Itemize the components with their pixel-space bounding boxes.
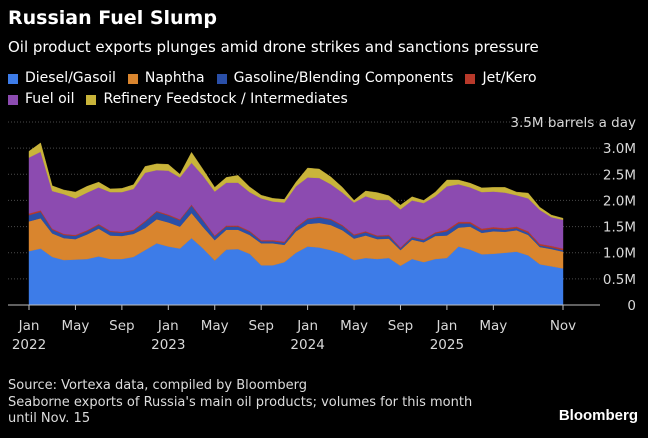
x-year-label: 2023 bbox=[151, 337, 185, 353]
y-axis: 0 0.5M 1.0M 1.5M 2.0M 2.5M 3.0M 3.5M barrels a … bbox=[510, 115, 636, 314]
y-tick-label: 2.5M bbox=[603, 167, 636, 183]
legend-swatch-fuel-oil bbox=[8, 94, 18, 105]
x-tick-label: Jan bbox=[18, 318, 40, 334]
y-tick-label: 1.0M bbox=[603, 246, 636, 262]
legend-swatch-jet bbox=[465, 73, 476, 84]
x-tick-label: Jan bbox=[296, 318, 318, 334]
chart-title: Russian Fuel Slump bbox=[8, 7, 217, 29]
legend-swatch-gasoline bbox=[216, 73, 227, 84]
stacked-area-chart: 0 0.5M 1.0M 1.5M 2.0M 2.5M 3.0M 3.5M barrels a … bbox=[8, 115, 636, 353]
legend-swatch-feedstock bbox=[86, 94, 97, 105]
area-refinery-feedstock-intermediates bbox=[28, 142, 564, 221]
legend-label-gasoline: Gasoline/Blending Components bbox=[233, 70, 454, 86]
legend-label-naphtha: Naphtha bbox=[144, 70, 205, 86]
y-tick-label: 3.5M barrels a day bbox=[510, 115, 636, 131]
legend-label-diesel: Diesel/Gasoil bbox=[25, 70, 116, 86]
x-year-label: 2025 bbox=[430, 337, 464, 353]
legend-item-gasoline: Gasoline/Blending Components bbox=[216, 68, 454, 89]
legend: Diesel/Gasoil Naphtha Gasoline/Blending … bbox=[8, 68, 638, 110]
y-tick-label: 2.0M bbox=[603, 193, 636, 209]
legend-label-fuel-oil: Fuel oil bbox=[25, 91, 75, 107]
x-tick-label: May bbox=[479, 318, 507, 334]
legend-item-feedstock: Refinery Feedstock / Intermediates bbox=[86, 89, 348, 110]
x-tick-label: Jan bbox=[436, 318, 458, 334]
x-year-label: 2024 bbox=[290, 337, 324, 353]
x-axis: Jan 2022 May Sep Jan 2023 May Sep Jan 2024 May Sep J… bbox=[12, 305, 576, 353]
legend-label-jet: Jet/Kero bbox=[482, 70, 537, 86]
data-note-line-2: until Nov. 15 bbox=[8, 411, 91, 426]
x-tick-label: May bbox=[201, 318, 229, 334]
y-tick-label: 3.0M bbox=[603, 141, 636, 157]
x-year-label: 2022 bbox=[12, 337, 46, 353]
x-tick-label: Nov bbox=[550, 318, 576, 334]
legend-item-diesel: Diesel/Gasoil bbox=[8, 68, 116, 89]
source-note: Source: Vortexa data, compiled by Bloomb… bbox=[8, 378, 307, 393]
x-tick-label: Sep bbox=[248, 318, 273, 334]
legend-swatch-diesel bbox=[8, 73, 18, 84]
y-tick-label: 0 bbox=[627, 298, 636, 314]
x-tick-label: Sep bbox=[109, 318, 134, 334]
chart-subtitle: Oil product exports plunges amid drone s… bbox=[8, 38, 539, 56]
legend-item-fuel-oil: Fuel oil bbox=[8, 89, 74, 110]
area-series bbox=[8, 142, 600, 306]
y-tick-label: 0.5M bbox=[603, 272, 636, 288]
bloomberg-logo: Bloomberg bbox=[558, 407, 638, 424]
data-note-line-1: Seaborne exports of Russia's main oil pr… bbox=[8, 394, 473, 410]
legend-item-jet: Jet/Kero bbox=[465, 68, 537, 89]
x-tick-label: May bbox=[61, 318, 89, 334]
y-tick-label: 1.5M bbox=[603, 220, 636, 236]
legend-item-naphtha: Naphtha bbox=[127, 68, 205, 89]
x-tick-label: Jan bbox=[157, 318, 179, 334]
x-tick-label: May bbox=[340, 318, 368, 334]
legend-label-feedstock: Refinery Feedstock / Intermediates bbox=[103, 91, 348, 107]
footer: Source: Vortexa data, compiled by Bloomb… bbox=[8, 378, 472, 428]
x-tick-label: Sep bbox=[388, 318, 413, 334]
legend-swatch-naphtha bbox=[127, 73, 138, 84]
